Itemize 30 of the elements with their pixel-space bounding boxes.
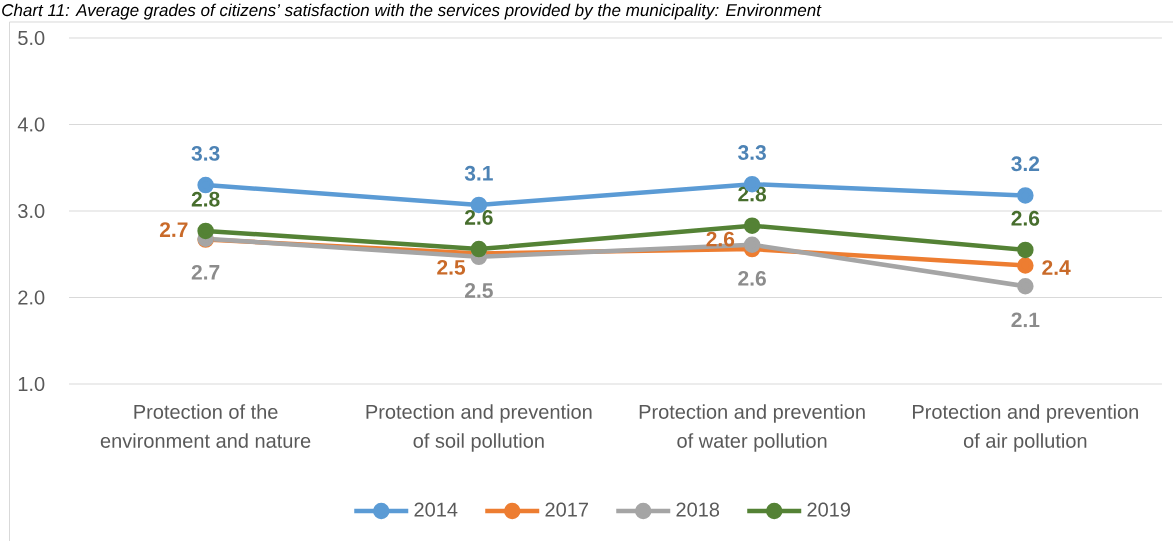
data-label: 2.8: [738, 186, 767, 202]
chart-title: Chart 11: Average grades of citizens’ satisfaction with the services provided by the municipality: Environment: [2, 3, 822, 20]
y-tick-label: 3.0: [18, 203, 45, 219]
data-label: 3.3: [191, 145, 220, 161]
y-tick-label: 4.0: [17, 117, 45, 132]
y-tick-label: 5.0: [18, 30, 45, 46]
data-label: 3.2: [1011, 156, 1040, 172]
legend-label: 2018: [676, 502, 720, 517]
legend-label: 2019: [807, 502, 851, 517]
data-label: 2.8: [191, 191, 220, 207]
legend-label: 2017: [545, 502, 588, 517]
data-label: 2.7: [159, 222, 188, 237]
data-label: 2.6: [706, 231, 735, 247]
x-tick-label: Protection and prevention of air pollution: [913, 404, 1138, 452]
data-label: 2.5: [465, 283, 493, 298]
x-tick-label: Protection and prevention of soil pollution: [366, 404, 592, 452]
x-tick-label: Protection of the environment and nature: [100, 404, 311, 448]
data-label: 2.6: [738, 270, 766, 286]
data-label: 2.6: [1011, 210, 1040, 226]
y-tick-label: 2.0: [18, 290, 45, 305]
legend-label: 2014: [414, 502, 458, 517]
y-tick-label: 1.0: [18, 376, 45, 392]
data-label: 2.1: [1011, 312, 1040, 328]
data-label: 3.3: [737, 145, 766, 160]
data-label: 2.6: [465, 210, 493, 225]
data-label: 2.5: [437, 259, 466, 275]
data-label: 2.7: [191, 264, 220, 280]
data-label: 2.4: [1042, 260, 1071, 275]
x-tick-label: Protection and prevention of water pollution: [639, 404, 865, 452]
data-label: 3.1: [464, 165, 493, 181]
